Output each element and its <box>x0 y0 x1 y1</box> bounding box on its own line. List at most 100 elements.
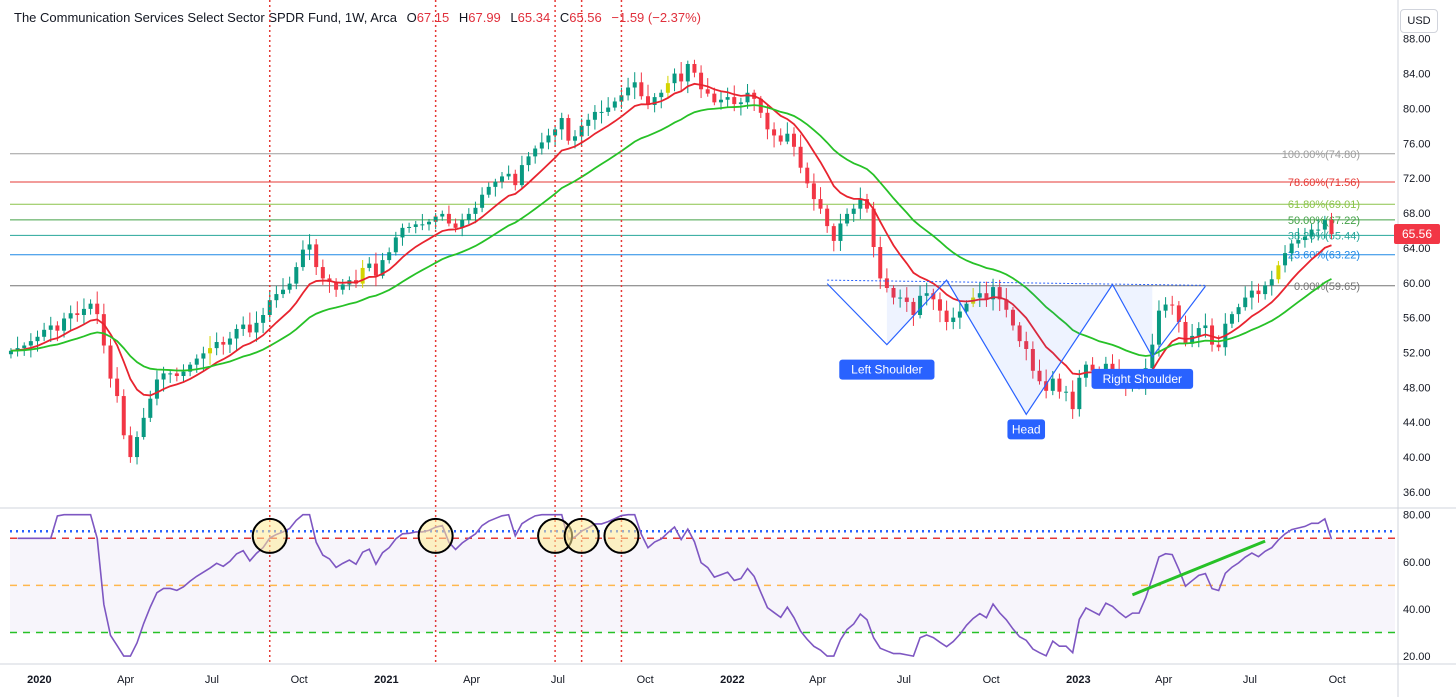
open-value: 67.15 <box>416 10 450 25</box>
candle-body <box>168 373 173 375</box>
candle-body <box>400 227 405 238</box>
candle-body <box>28 341 33 346</box>
candle-body <box>367 263 372 268</box>
left-shoulder-label: Left Shoulder <box>851 363 922 377</box>
candle-body <box>513 173 518 186</box>
candle-body <box>48 325 53 330</box>
candle-body <box>373 263 378 276</box>
rsi-trendline <box>1131 539 1266 597</box>
candle-body <box>798 146 803 168</box>
head-label: Head <box>1012 422 1041 436</box>
candle-body <box>234 328 239 339</box>
candle-body <box>951 317 956 322</box>
candle-body <box>247 324 252 333</box>
symbol-title: The Communication Services Select Sector… <box>14 10 397 25</box>
candle-body <box>1329 220 1334 234</box>
candle-body <box>692 63 697 73</box>
candle-body <box>274 294 279 301</box>
candle-body <box>645 96 650 105</box>
candle-body <box>685 63 690 82</box>
candle-body <box>1249 290 1254 298</box>
candle-body <box>181 371 186 377</box>
date-tick-label: 2020 <box>27 674 51 686</box>
candle-body <box>718 99 723 103</box>
date-tick-label: 2021 <box>374 674 398 686</box>
open-label: O <box>406 10 417 25</box>
candle-body <box>738 102 743 105</box>
candle-body <box>108 345 113 379</box>
ema-slow-line <box>10 104 1332 372</box>
candle-body <box>1050 378 1055 391</box>
candle-body <box>1156 310 1161 345</box>
low-value: 65.34 <box>517 10 551 25</box>
rsi-peak-circle <box>251 517 288 554</box>
candle-body <box>1296 240 1301 244</box>
candle-body <box>208 348 213 354</box>
candle-body <box>712 93 717 103</box>
candle-body <box>944 310 949 322</box>
candle-body <box>1024 341 1029 349</box>
candle-body <box>1004 299 1009 310</box>
date-tick-label: Oct <box>291 674 308 686</box>
candle-body <box>546 135 551 143</box>
candle-body <box>55 325 60 331</box>
price-tick-label: 56.00 <box>1403 313 1431 325</box>
currency-button[interactable]: USD <box>1400 9 1438 33</box>
candle-body <box>778 135 783 142</box>
price-tick-label: 36.00 <box>1403 487 1431 499</box>
candle-body <box>95 303 100 315</box>
candle-body <box>1216 344 1221 348</box>
candle-body <box>201 353 206 359</box>
candle-body <box>1316 229 1321 231</box>
candle-body <box>8 350 13 355</box>
price-tick-label: 52.00 <box>1403 347 1431 359</box>
rsi-peak-circle <box>563 517 600 554</box>
candle-body <box>480 194 485 208</box>
candle-body <box>387 252 392 261</box>
candle-body <box>1017 325 1022 342</box>
candle-body <box>904 297 909 302</box>
candle-body <box>811 183 816 200</box>
candle-body <box>997 287 1002 300</box>
candle-body <box>639 82 644 97</box>
candle-body <box>1289 243 1294 254</box>
candle-body <box>864 199 869 209</box>
candle-body <box>314 244 319 268</box>
candle-body <box>460 220 465 228</box>
candle-body <box>1256 290 1261 295</box>
candle-body <box>871 208 876 248</box>
last-price-tag <box>1394 223 1440 244</box>
candle-body <box>300 249 305 268</box>
right-shoulder-label-bg <box>1091 368 1194 389</box>
candle-body <box>174 373 179 377</box>
candle-body <box>851 208 856 214</box>
candle-body <box>161 373 166 380</box>
candle-body <box>679 73 684 82</box>
candle-body <box>1010 309 1015 326</box>
candle-body <box>785 133 790 142</box>
candle-body <box>320 267 325 279</box>
price-tick-label: 80.00 <box>1403 103 1431 115</box>
candle-body <box>22 345 27 349</box>
candle-body <box>1163 304 1168 311</box>
high-label: H <box>458 10 469 25</box>
low-label: L <box>510 10 518 25</box>
head-label-bg <box>1007 419 1046 440</box>
rsi-peak-circle <box>417 517 454 554</box>
candle-body <box>1309 229 1314 237</box>
close-label: C <box>559 10 570 25</box>
candle-body <box>81 308 86 315</box>
candle-body <box>632 82 637 88</box>
rsi-peak-circle <box>603 517 640 554</box>
date-tick-label: Jul <box>205 674 219 686</box>
rsi-tick-label: 80.00 <box>1403 510 1431 522</box>
candle-body <box>612 101 617 108</box>
candle-body <box>924 293 929 296</box>
candle-body <box>559 118 564 130</box>
candle-body <box>1057 378 1062 392</box>
candle-body <box>977 293 982 298</box>
candle-body <box>214 342 219 349</box>
price-tick-label: 76.00 <box>1403 138 1431 150</box>
candle-body <box>1183 321 1188 344</box>
